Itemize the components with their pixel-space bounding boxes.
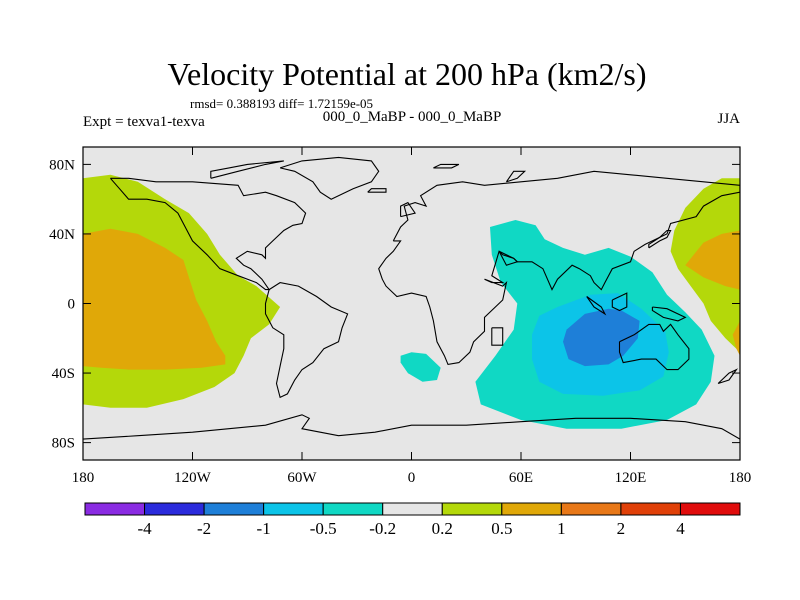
- colorbar-swatch: [322, 502, 384, 516]
- y-axis: 80N 40N 0 40S 80S: [49, 157, 740, 452]
- contour-fills: [83, 174, 740, 429]
- coastline-greenland: [279, 156, 380, 200]
- colorbar-level-label: 0.2: [432, 519, 453, 538]
- colorbar-swatch: [620, 502, 681, 516]
- colorbar-level-label: 0.5: [491, 519, 512, 538]
- coastline-arctic-islands: [210, 160, 284, 179]
- y-tick-label: 80N: [49, 157, 75, 173]
- x-tick-label: 180: [729, 470, 752, 486]
- contour-region-positive-east-lower-edge: [732, 320, 740, 356]
- coastline-north-america: [109, 177, 307, 291]
- coastline-iceland: [367, 188, 387, 193]
- contour-region-negative-indian-ocean-core: [563, 308, 640, 367]
- stats-text: rmsd= 0.388193 diff= 1.72159e-05: [190, 96, 373, 111]
- coastline-australia: [618, 323, 690, 371]
- colorbar-level-label: -1: [257, 519, 271, 538]
- y-tick-label: 0: [68, 297, 76, 313]
- x-tick-label: 180: [72, 470, 95, 486]
- coastline-arabian-gulf-block: [498, 250, 519, 266]
- colorbar-swatch: [263, 502, 324, 516]
- colorbar-swatch: [560, 502, 622, 516]
- colorbar-level-label: 1: [557, 519, 566, 538]
- period-label: 000_0_MaBP - 000_0_MaBP: [323, 109, 502, 125]
- chart-title: Velocity Potential at 200 hPa (km2/s): [167, 56, 646, 92]
- y-tick-label: 40N: [49, 227, 75, 243]
- coastline-uk: [400, 201, 417, 218]
- colorbar-level-label: -0.2: [369, 519, 396, 538]
- y-tick-label: 40S: [52, 366, 75, 382]
- coastline-borneo: [611, 292, 628, 312]
- x-tick-label: 120E: [615, 470, 647, 486]
- contour-region-positive-pacific-east-core: [685, 230, 740, 290]
- colorbar-swatch: [84, 502, 146, 516]
- colorbar-level-label: 2: [617, 519, 626, 538]
- contour-region-negative-atlantic-blob: [400, 352, 441, 382]
- x-tick-label: 60W: [287, 470, 317, 486]
- colorbar-level-label: -4: [137, 519, 152, 538]
- coastline-japan: [648, 229, 672, 249]
- y-tick-label: 80S: [52, 436, 75, 452]
- x-axis: 180 120W 60W 0 60E 120E 180: [72, 147, 752, 486]
- expt-label: Expt = texva1-texva: [83, 114, 205, 130]
- colorbar: -4 -2 -1 -0.5 -0.2 0.2 0.5 1 2 4: [84, 502, 741, 538]
- colorbar-swatch: [441, 502, 503, 516]
- coastline-sumatra: [586, 296, 607, 316]
- x-tick-label: 120W: [174, 470, 212, 486]
- colorbar-swatch: [382, 502, 443, 516]
- x-tick-label: 0: [408, 470, 416, 486]
- colorbar-level-label: -2: [197, 519, 211, 538]
- coastline-new-guinea: [651, 306, 687, 322]
- coastline-south-america: [264, 282, 349, 399]
- colorbar-swatch: [679, 502, 741, 516]
- coastline-nz: [717, 368, 739, 385]
- coastline-antarctica: [83, 414, 740, 440]
- map-frame: [82, 146, 741, 461]
- colorbar-swatch: [203, 502, 265, 516]
- x-tick-label: 60E: [509, 470, 533, 486]
- coastline-novaya-zemlya: [505, 170, 527, 183]
- colorbar-level-label: -0.5: [310, 519, 337, 538]
- coastline-svalbard: [433, 163, 460, 169]
- season-label: JJA: [717, 111, 740, 127]
- coastline-eurasia-africa: [378, 170, 740, 366]
- colorbar-swatch: [144, 502, 205, 516]
- colorbar-swatch: [501, 502, 562, 516]
- contour-region-positive-pacific-west-core: [83, 228, 226, 370]
- coastline-madagascar: [491, 327, 504, 346]
- coastlines: [83, 156, 740, 440]
- colorbar-level-label: 4: [676, 519, 685, 538]
